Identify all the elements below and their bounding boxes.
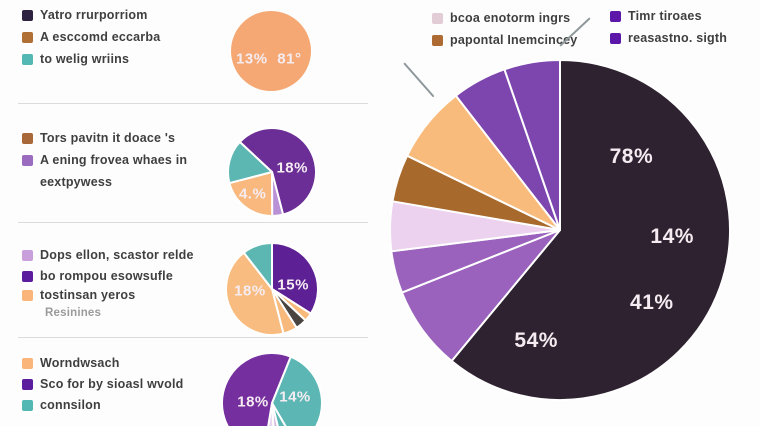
legend-section-4: Worndwsach Sco for by sioasl wvold conns… [22,357,184,421]
legend-item-sublabel: Resinines [45,307,102,319]
swatch-violet [610,33,621,44]
legend-item-label: tostinsan yeros [40,288,136,302]
legend-item: connsilon [22,399,184,412]
legend-item-label: bcoa enotorm ingrs [450,11,571,25]
pie-slice-label: 15% [277,276,309,294]
section-divider [18,222,368,223]
swatch-brown [22,133,33,144]
legend-item-label: connsilon [40,398,101,412]
legend-item-label: A esccomd eccarba [40,30,161,44]
legend-item: reasastno. sigth [610,32,727,45]
legend-item: Sco for by sioasl wvold [22,378,184,391]
legend-item: Tors pavitn it doace 's [22,132,187,145]
swatch-purple [22,155,33,166]
pie-slice-label: 18% [237,393,269,411]
legend-item: bo rompou esowsufle [22,270,194,283]
swatch-violet [610,11,621,22]
legend-item-label: bo rompou esowsufle [40,269,173,283]
swatch-brown [432,35,443,46]
top-legend-left-column: bcoa enotorm ingrs papontal Inemcincey [432,12,577,56]
mini-pie-chart-2: 18% 4.% [228,128,316,216]
legend-item: bcoa enotorm ingrs [432,12,577,25]
swatch-orange [22,290,33,301]
legend-section-1: Yatro rrurporriom A esccomd eccarba to w… [22,9,160,75]
legend-item: to welig wriins [22,53,160,66]
mini-pie-chart-3: 15% 18% [226,243,318,335]
legend-item-label: Sco for by sioasl wvold [40,377,184,391]
legend-item-label: Dops ellon, scastor relde [40,248,194,262]
swatch-orange [22,358,33,369]
swatch-teal [22,400,33,411]
legend-item: papontal Inemcincey [432,34,577,47]
legend-section-3: Dops ellon, scastor relde bo rompou esow… [22,249,194,329]
swatch-brown [22,32,33,43]
legend-item: tostinsan yeros [22,289,194,302]
legend-item-label: A ening frovea whaes in [40,153,188,167]
swatch-teal [22,54,33,65]
pie-slice-label: 4.% [238,185,267,203]
mini-pie-chart-4: 18% 14% [222,353,322,426]
swatch-lilac [22,250,33,261]
legend-item: Timr tiroaes [610,10,727,23]
swatch-pink [432,13,443,24]
legend-item-label: Worndwsach [40,356,120,370]
pie-slice-label: 81° [277,50,302,68]
legend-item: A ening frovea whaes in [22,154,187,167]
section-divider [18,103,368,104]
legend-item-continuation: eextpywess [22,176,187,189]
section-divider [18,337,368,338]
legend-item: A esccomd eccarba [22,31,160,44]
legend-item-label: Tors pavitn it doace 's [40,131,176,145]
legend-item-label: Timr tiroaes [628,9,702,23]
swatch-spacer [22,308,33,319]
swatch-violet [22,271,33,282]
legend-item-label: eextpywess [40,175,113,189]
top-legend-right-column: Timr tiroaes reasastno. sigth [610,10,727,54]
pie-slice-label: 54% [514,328,558,352]
pie-slice-label: 78% [609,144,654,168]
legend-item-label: Yatro rrurporriom [40,8,148,22]
legend-section-2: Tors pavitn it doace 's A ening frovea w… [22,132,187,198]
legend-item: Yatro rrurporriom [22,9,160,22]
pie-slice-label: 14% [279,388,311,406]
full-orange-circle-chart: 13% 81° [231,11,311,91]
pie-slice-label: 18% [276,159,308,177]
legend-item: Worndwsach [22,357,184,370]
legend-item: Dops ellon, scastor relde [22,249,194,262]
swatch-violet [22,379,33,390]
legend-item-label: to welig wriins [40,52,130,66]
pie-slice-label: 13% [236,50,268,68]
pie-slice-label: 41% [630,291,674,315]
pie-slice-label: 18% [234,282,266,300]
pie-slice-label: 14% [650,224,694,248]
legend-item-sub: Resinines [22,307,194,320]
swatch-spacer [22,177,33,188]
legend-item-label: reasastno. sigth [628,31,728,45]
main-pie-chart: 78% 14% 41% 54% [390,60,730,400]
legend-item-label: papontal Inemcincey [450,33,578,47]
swatch-dark-plum [22,10,33,21]
